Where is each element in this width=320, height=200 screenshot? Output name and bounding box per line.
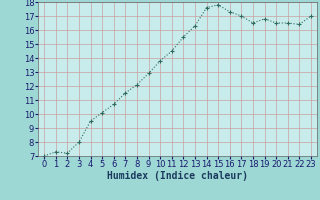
X-axis label: Humidex (Indice chaleur): Humidex (Indice chaleur) <box>107 171 248 181</box>
